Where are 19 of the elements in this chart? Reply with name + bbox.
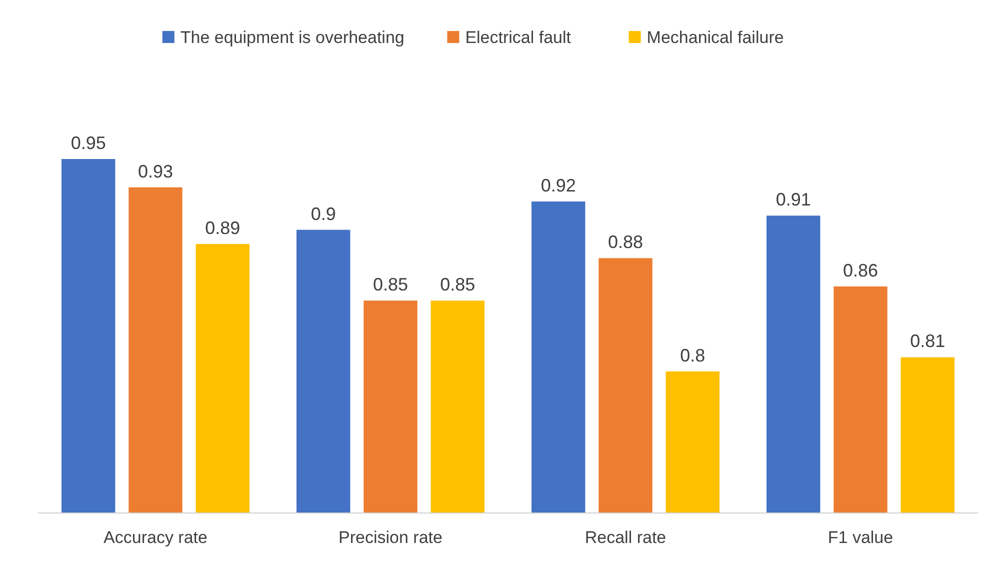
- x-tick-label: Precision rate: [338, 528, 442, 547]
- legend-label: Electrical fault: [465, 28, 572, 47]
- x-tick-label: Recall rate: [584, 528, 666, 547]
- data-label: 0.88: [608, 232, 644, 252]
- data-label: 0.8: [680, 345, 706, 366]
- data-label: 0.89: [205, 218, 240, 238]
- x-tick-label: Accuracy rate: [104, 528, 208, 547]
- legend-label: Mechanical failure: [646, 28, 784, 47]
- data-label: 0.85: [440, 274, 476, 295]
- data-label: 0.85: [372, 274, 408, 295]
- data-label: 0.92: [540, 175, 576, 196]
- data-label: 0.9: [310, 204, 336, 224]
- data-label: 0.95: [70, 133, 106, 153]
- x-tick-label: F1 value: [828, 528, 894, 547]
- data-label: 0.91: [776, 190, 811, 210]
- data-label: 0.81: [910, 331, 946, 352]
- data-label: 0.93: [138, 161, 174, 182]
- data-label: 0.86: [842, 260, 878, 280]
- legend-label: The equipment is overheating: [180, 28, 404, 47]
